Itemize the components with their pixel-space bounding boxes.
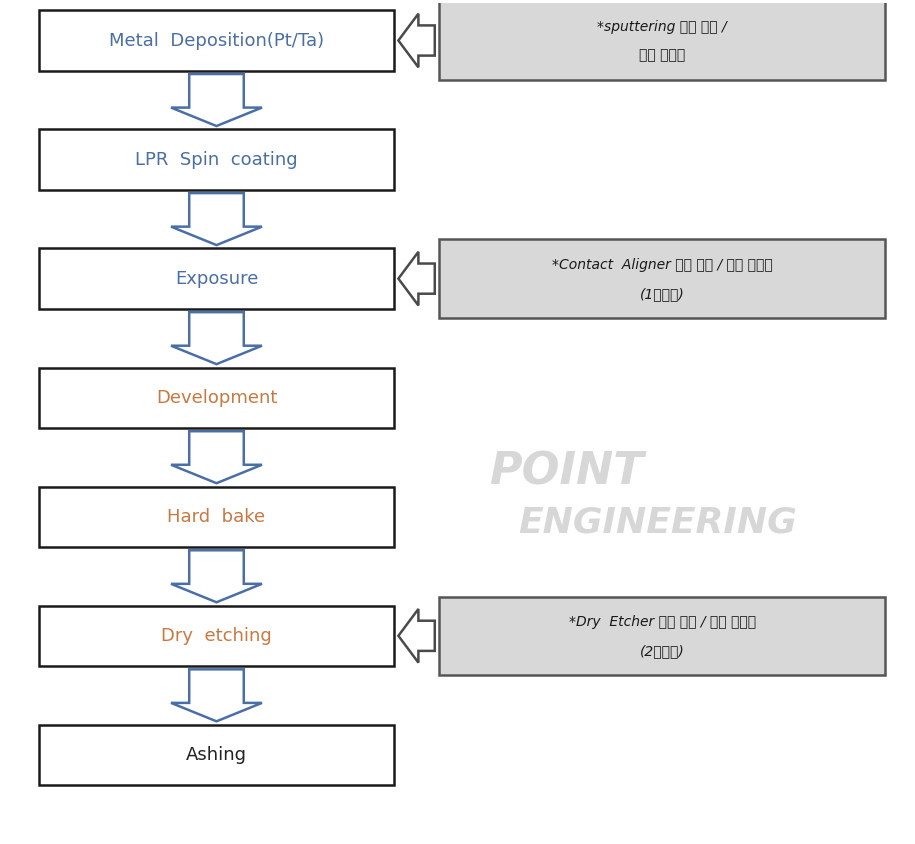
Text: (1차년도): (1차년도): [640, 287, 684, 300]
Text: Metal  Deposition(Pt/Ta): Metal Deposition(Pt/Ta): [109, 31, 324, 50]
Polygon shape: [398, 14, 435, 68]
Polygon shape: [398, 609, 435, 663]
Bar: [39, 606, 393, 666]
Bar: [39, 367, 393, 428]
Bar: [39, 486, 393, 547]
Text: Development: Development: [156, 389, 277, 407]
Polygon shape: [398, 252, 435, 306]
Polygon shape: [171, 193, 262, 245]
Polygon shape: [171, 669, 262, 722]
Text: *sputtering 장비 구축 /: *sputtering 장비 구축 /: [597, 20, 727, 34]
Bar: [439, 240, 885, 318]
Polygon shape: [171, 431, 262, 484]
Polygon shape: [171, 74, 262, 126]
Bar: [39, 725, 393, 785]
Text: (2차년도): (2차년도): [640, 644, 684, 657]
Polygon shape: [171, 550, 262, 603]
Bar: [39, 129, 393, 190]
Text: POINT: POINT: [490, 451, 644, 494]
Text: ENGINEERING: ENGINEERING: [518, 506, 797, 539]
Bar: [39, 10, 393, 71]
Polygon shape: [171, 312, 262, 364]
Text: LPR  Spin  coating: LPR Spin coating: [135, 150, 297, 169]
Text: *Contact  Aligner 장비 구축 / 공정 내재화: *Contact Aligner 장비 구축 / 공정 내재화: [552, 258, 772, 273]
Text: *Dry  Etcher 장비 구축 / 공정 내재화: *Dry Etcher 장비 구축 / 공정 내재화: [568, 615, 756, 630]
Text: 공정 내재화: 공정 내재화: [639, 49, 685, 62]
Bar: [439, 597, 885, 675]
Text: Dry  etching: Dry etching: [161, 627, 272, 645]
Text: Ashing: Ashing: [186, 746, 247, 764]
Text: Hard  bake: Hard bake: [167, 508, 265, 526]
Bar: [439, 2, 885, 79]
Text: Exposure: Exposure: [175, 269, 258, 288]
Bar: [39, 248, 393, 309]
